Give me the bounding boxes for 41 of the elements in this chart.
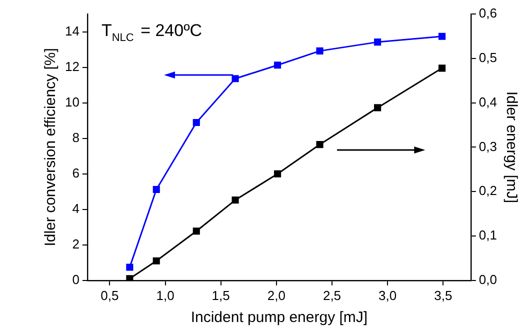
y-tick-label: 0	[72, 272, 80, 287]
y2-axis-title: Idler energy [mJ]	[502, 91, 520, 204]
point	[232, 196, 239, 204]
point	[438, 64, 446, 72]
point	[438, 32, 446, 40]
y-tick-label: 6	[72, 165, 80, 180]
point	[126, 264, 134, 271]
point	[374, 38, 382, 46]
point	[152, 257, 160, 264]
x-tick-label: 1,5	[212, 288, 230, 303]
point	[274, 170, 282, 178]
y-axis-title: Idler conversion efficiency [%]	[42, 48, 60, 246]
point	[316, 47, 324, 54]
x-tick-label: 0,5	[100, 288, 119, 303]
y-tick-label: 4	[72, 200, 80, 216]
x-tick-label: 3,5	[434, 288, 452, 303]
y2-tick-label: 0,6	[478, 6, 498, 21]
x-axis-title: Incident pump energy [mJ]	[190, 309, 368, 326]
x-tick-label: 2,0	[267, 288, 286, 303]
y2-tick-label: 0,2	[478, 183, 498, 198]
y-tick-label: 2	[72, 236, 80, 252]
point	[152, 186, 160, 194]
y-tick-label: 14	[64, 23, 80, 38]
y2-tick-label: 0,3	[478, 138, 498, 154]
x-tick-label: 3,0	[378, 288, 397, 303]
x-tick-label: 2,5	[322, 288, 342, 303]
point	[126, 275, 134, 280]
y2-tick-label: 0,0	[478, 272, 498, 287]
y-tick-label: 12	[64, 58, 80, 74]
y2-tick-label: 0,5	[478, 50, 498, 65]
point	[374, 104, 382, 112]
x-tick-label: 1,0	[156, 288, 174, 303]
y2-tick-label: 0,4	[478, 94, 498, 110]
point	[232, 75, 239, 82]
point	[192, 118, 200, 126]
point	[274, 62, 282, 69]
y2-tick-label: 0,1	[478, 228, 498, 243]
y-tick-label: 10	[64, 94, 80, 110]
point	[316, 141, 324, 148]
point	[192, 228, 200, 235]
y-tick-label: 8	[72, 130, 80, 145]
